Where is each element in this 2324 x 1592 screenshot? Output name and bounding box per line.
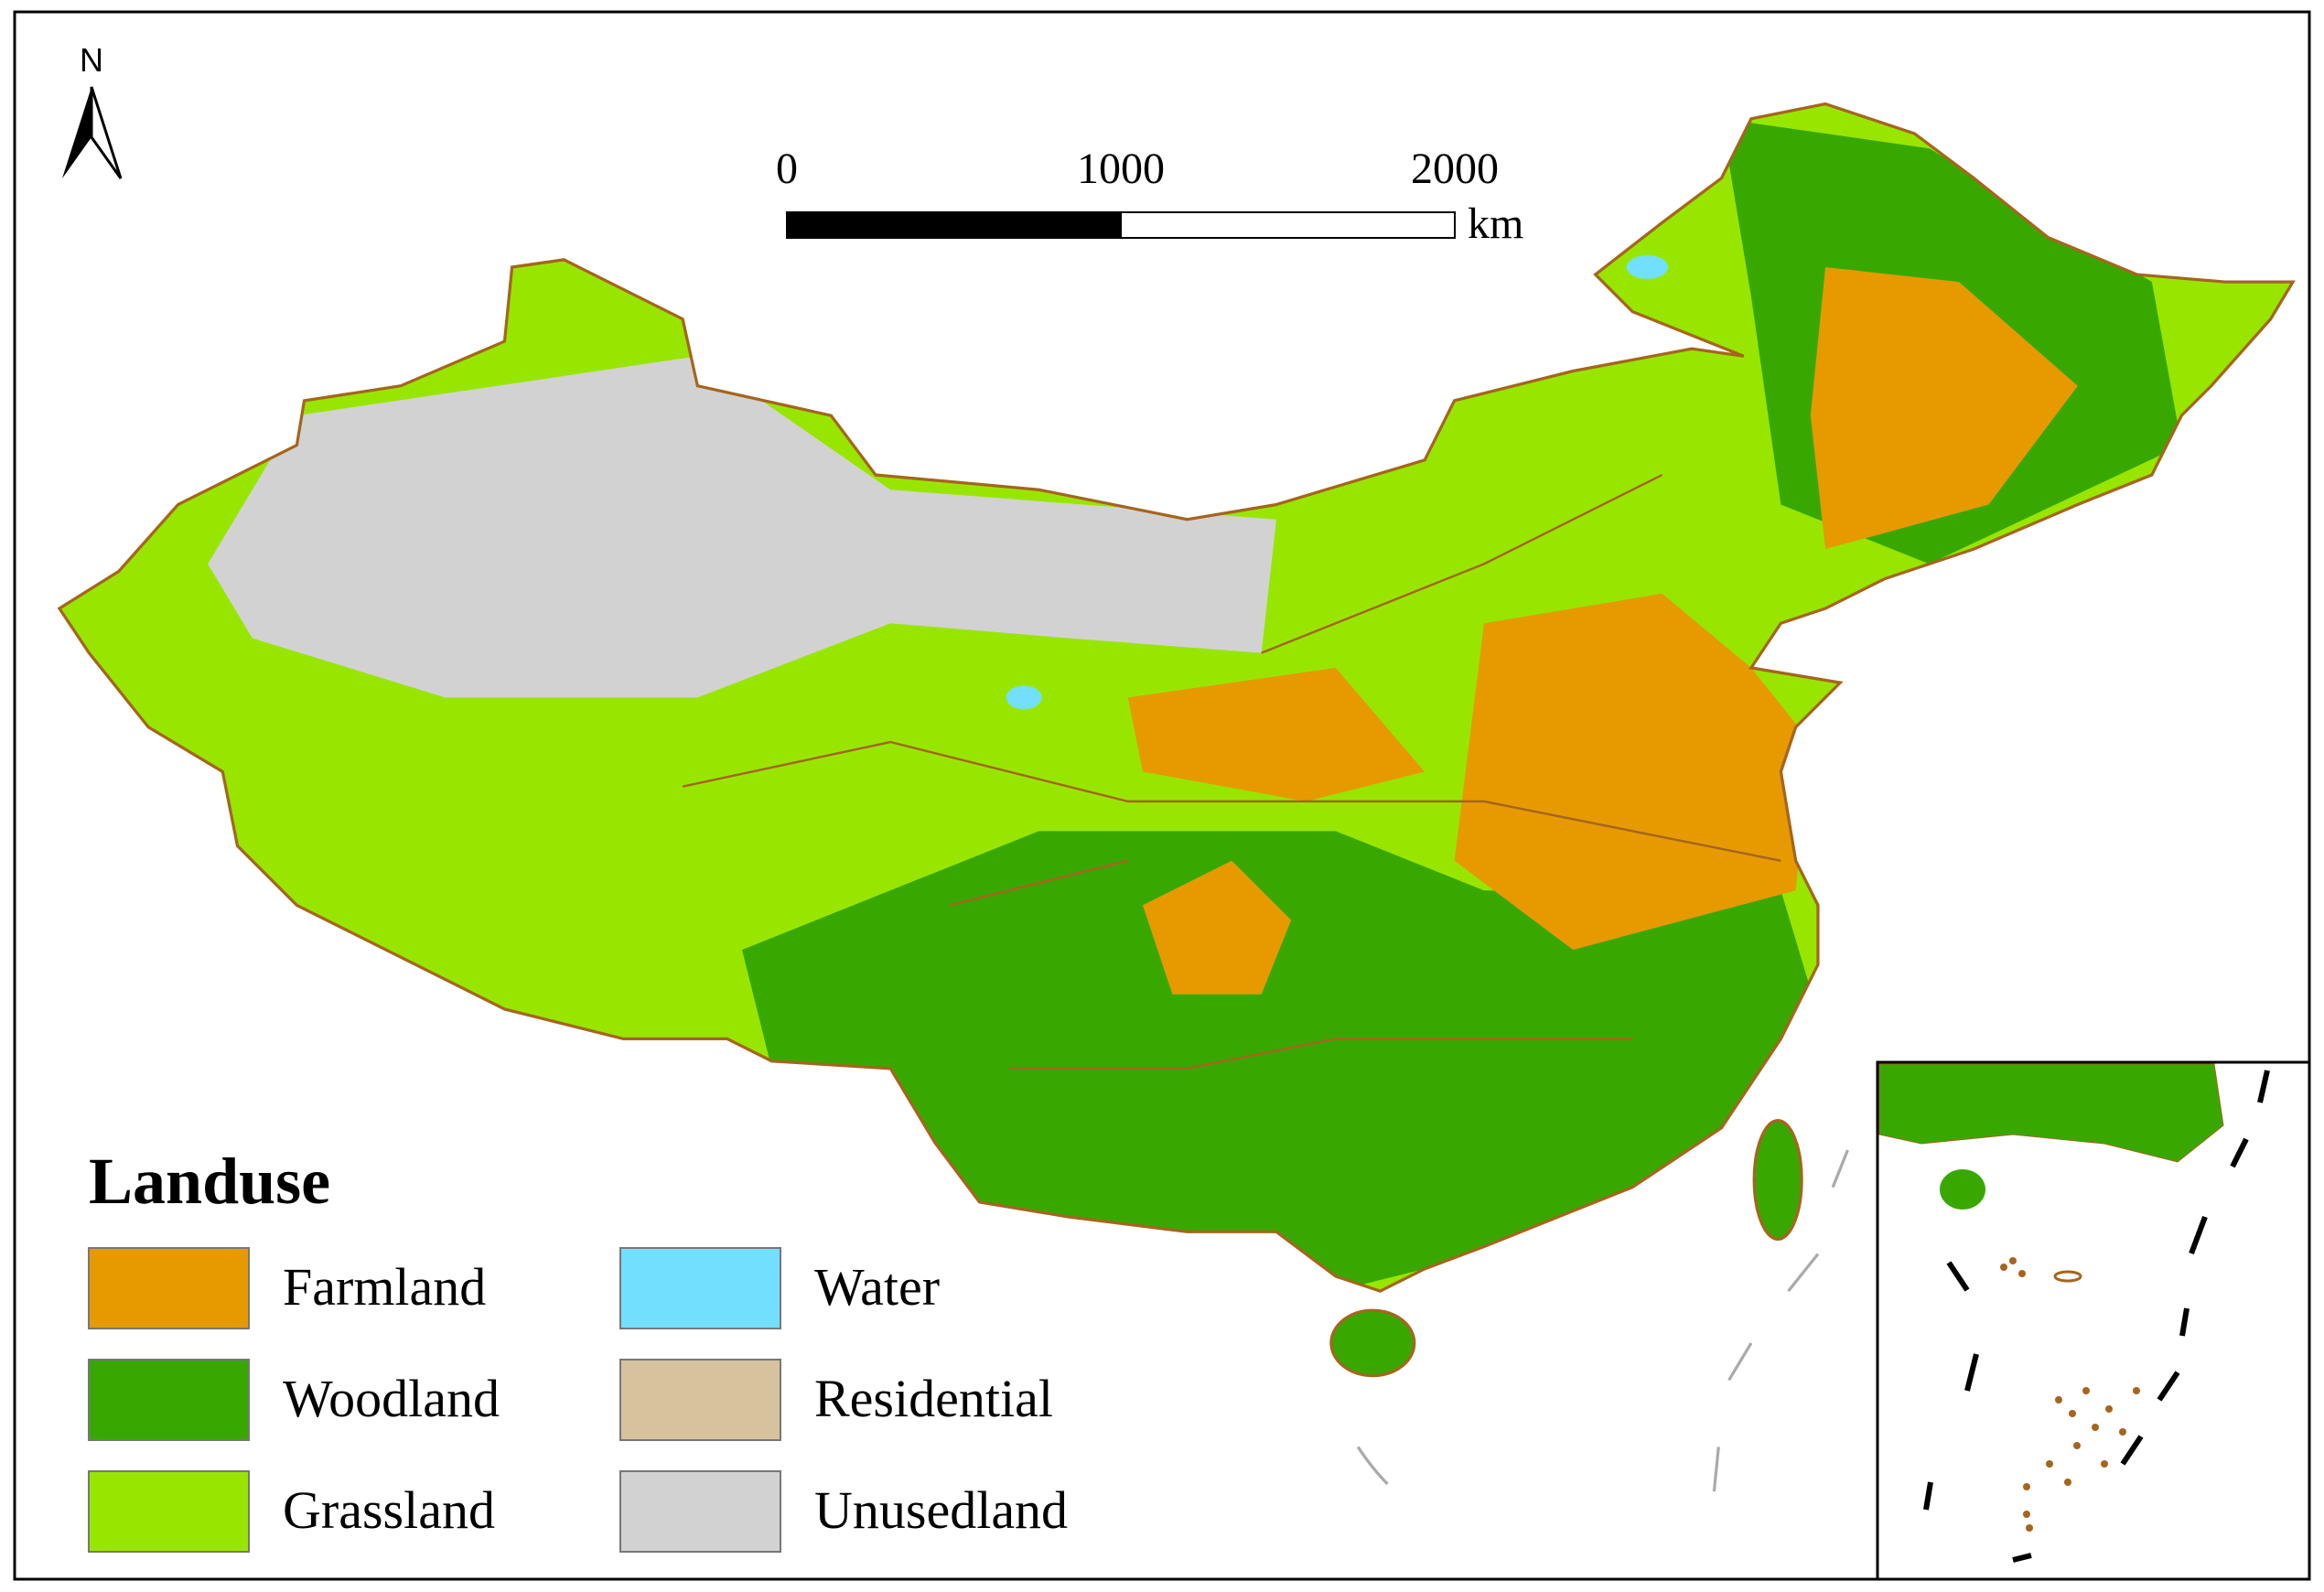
water-body xyxy=(1006,685,1042,710)
legend-label: Grassland xyxy=(283,1480,495,1540)
legend-label: Water xyxy=(814,1257,940,1317)
legend-swatch xyxy=(619,1359,781,1441)
inset-islands xyxy=(2000,1257,2140,1532)
legend-label: Unusedland xyxy=(814,1480,1068,1540)
scale-label: 1000 xyxy=(1077,145,1165,193)
inset-land xyxy=(1878,1063,2224,1163)
scale-unit: km xyxy=(1468,199,1523,248)
inset-hainan xyxy=(1940,1169,1985,1210)
hainan-island xyxy=(1329,1308,1416,1378)
scale-label: 0 xyxy=(776,145,798,193)
legend-label: Farmland xyxy=(283,1257,486,1317)
taiwan-island xyxy=(1752,1118,1803,1241)
boundary-dash xyxy=(1356,1149,1849,1492)
inset-map xyxy=(1876,1060,2311,1581)
farmland-area xyxy=(1127,667,1426,801)
woodland-area xyxy=(741,831,1826,1292)
scale-bar: 0 1000 2000 km xyxy=(776,145,1523,248)
farmland-area xyxy=(1810,266,2078,550)
legend-label: Woodland xyxy=(283,1369,500,1428)
farmland-area xyxy=(1142,860,1292,995)
scale-segment xyxy=(786,211,1122,239)
north-label: N xyxy=(80,41,103,79)
farmland-area xyxy=(1454,593,1811,951)
scale-segment xyxy=(1120,211,1456,239)
legend-label: Residential xyxy=(814,1369,1053,1428)
country-border xyxy=(57,102,2296,1293)
water-body xyxy=(1626,254,1669,279)
legend-swatch xyxy=(88,1247,250,1329)
unused-area xyxy=(208,356,1276,698)
region-border xyxy=(682,473,1781,1070)
scale-label: 2000 xyxy=(1411,145,1499,193)
legend: Landuse Farmland Woodland Grassland Water Re… xyxy=(88,1145,1068,1553)
inset-dash-line xyxy=(1923,1070,2270,1563)
legend-title: Landuse xyxy=(89,1145,330,1218)
legend-swatch xyxy=(88,1470,250,1553)
legend-swatch xyxy=(88,1359,250,1441)
legend-swatch xyxy=(619,1247,781,1329)
legend-swatch xyxy=(619,1470,781,1553)
north-arrow: N xyxy=(62,41,123,179)
